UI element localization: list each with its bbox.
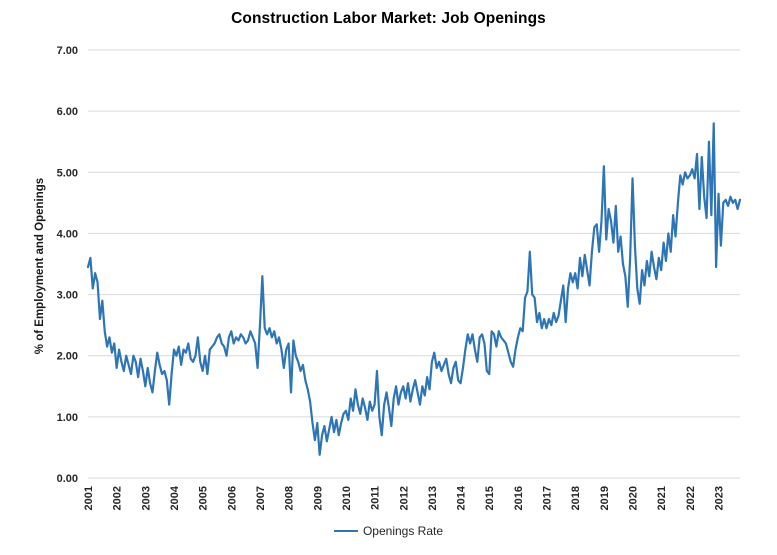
legend-label: Openings Rate xyxy=(362,524,444,538)
legend: Openings Rate xyxy=(0,524,777,538)
y-tick-label: 0.00 xyxy=(57,473,78,485)
x-tick-label: 2019 xyxy=(599,486,611,510)
x-tick-label: 2021 xyxy=(656,486,668,510)
y-tick-label: 5.00 xyxy=(57,167,78,179)
x-tick-label: 2010 xyxy=(341,486,353,510)
chart-title: Construction Labor Market: Job Openings xyxy=(231,10,546,27)
x-tick-label: 2016 xyxy=(513,486,525,510)
x-tick-label: 2002 xyxy=(112,486,124,510)
y-tick-label: 7.00 xyxy=(57,45,78,57)
x-tick-label: 2014 xyxy=(456,485,468,510)
x-tick-label: 2020 xyxy=(628,486,640,510)
x-tick-label: 2023 xyxy=(714,486,726,510)
x-tick-label: 2018 xyxy=(570,486,582,510)
x-tick-label: 2004 xyxy=(169,485,181,510)
y-tick-label: 3.00 xyxy=(57,290,78,302)
y-tick-label: 1.00 xyxy=(57,412,78,424)
x-tick-label: 2015 xyxy=(484,486,496,510)
x-tick-label: 2001 xyxy=(83,486,95,510)
x-tick-label: 2013 xyxy=(427,486,439,510)
legend-line-swatch-icon xyxy=(333,529,358,533)
x-tick-label: 2017 xyxy=(542,486,554,510)
openings-rate-line xyxy=(86,122,742,456)
x-tick-label: 2022 xyxy=(685,486,697,510)
y-tick-label: 6.00 xyxy=(57,106,78,118)
y-tick-label: 4.00 xyxy=(57,228,78,240)
x-tick-label: 2012 xyxy=(398,486,410,510)
x-tick-label: 2006 xyxy=(226,486,238,510)
x-tick-label: 2011 xyxy=(370,486,382,510)
y-tick-label: 2.00 xyxy=(57,351,78,363)
x-tick-label: 2008 xyxy=(284,486,296,510)
x-tick-label: 2003 xyxy=(140,486,152,510)
x-tick-label: 2005 xyxy=(198,486,210,510)
x-tick-label: 2007 xyxy=(255,486,267,510)
x-tick-label: 2009 xyxy=(312,486,324,510)
